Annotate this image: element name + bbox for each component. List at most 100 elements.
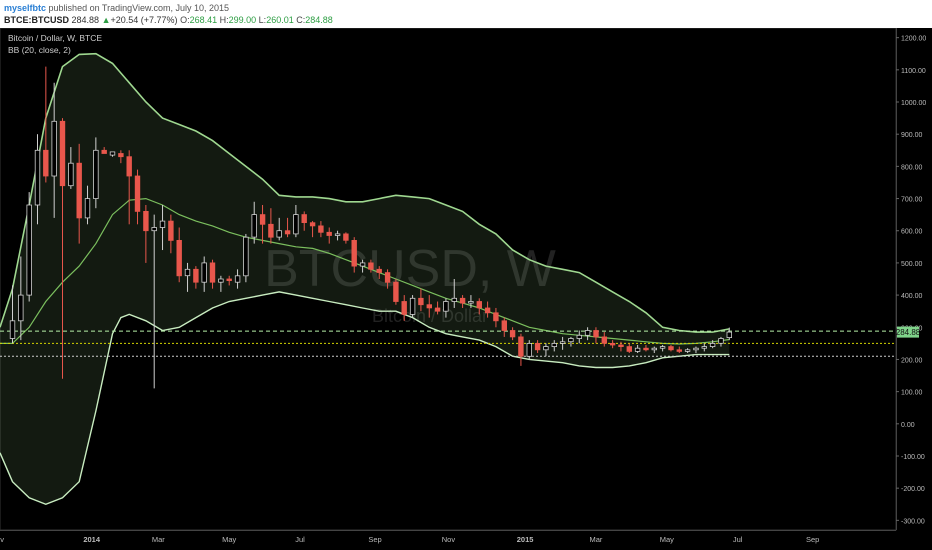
- candle: [601, 332, 607, 347]
- low-label: L:: [258, 15, 267, 25]
- x-tick-label: Nov: [442, 535, 456, 544]
- candle-body: [376, 268, 382, 273]
- bb-upper-line: [0, 52, 730, 333]
- candle: [26, 192, 32, 302]
- symbol-label: BTCE:BTCUSD: [4, 15, 69, 25]
- candle-body: [443, 301, 449, 312]
- candle-body: [384, 272, 391, 283]
- candle-body: [59, 120, 66, 187]
- candle: [543, 343, 549, 357]
- candle-body: [401, 301, 407, 315]
- candle: [551, 340, 557, 352]
- candle: [109, 151, 116, 157]
- y-tick-label: 1200.00: [901, 36, 926, 43]
- candle: [84, 185, 91, 225]
- candle: [643, 344, 649, 352]
- candle: [518, 333, 524, 366]
- candle: [143, 204, 149, 263]
- candle: [368, 259, 374, 273]
- candle-body: [509, 330, 516, 338]
- candle-body: [84, 198, 91, 219]
- candle-body: [451, 297, 457, 302]
- candle: [101, 147, 107, 154]
- plot-area[interactable]: [0, 28, 897, 531]
- candle-body: [184, 268, 191, 277]
- candle: [334, 230, 341, 241]
- candle-body: [268, 223, 274, 238]
- author-link[interactable]: myselfbtc: [4, 3, 47, 13]
- candle: [443, 298, 449, 318]
- candle-body: [426, 304, 432, 309]
- indicator-label: BB (20, close, 2): [8, 45, 71, 55]
- candle-body: [484, 307, 491, 314]
- candle-body: [101, 149, 107, 154]
- candle: [609, 340, 616, 349]
- candle: [151, 214, 157, 389]
- candle-body: [676, 349, 682, 352]
- y-tick-label: -300.00: [901, 518, 925, 525]
- candle: [251, 201, 257, 244]
- candle: [559, 336, 566, 350]
- candle: [426, 295, 432, 318]
- candle: [184, 262, 191, 292]
- candle-body: [543, 346, 549, 351]
- watermark-name: Bitcoin / Dollar: [372, 306, 488, 326]
- candle: [401, 295, 407, 321]
- time-axis[interactable]: ov 2014 Mar May Jul Sep Nov 2015 Mar May Jul Sep: [0, 530, 896, 545]
- x-tick-label: ov: [0, 535, 4, 544]
- candle: [351, 237, 357, 273]
- ohlc-info: BTCE:BTCUSD 284.88 ▲+20.54 (+7.77%) O:26…: [4, 15, 333, 25]
- candle-body: [726, 331, 732, 339]
- candle-body: [418, 297, 424, 306]
- candle: [259, 204, 266, 244]
- candle: [584, 327, 591, 341]
- open-value: 268.41: [189, 15, 218, 25]
- x-tick-label: 2014: [83, 535, 101, 544]
- price-chart[interactable]: BTCUSD, W Bitcoin / Dollar 1200.00 1100.0…: [0, 28, 932, 550]
- change-value: +20.54 (+7.77%): [110, 15, 178, 25]
- candle-body: [68, 162, 74, 187]
- candle: [576, 330, 582, 344]
- candle-body: [634, 347, 641, 352]
- y-tick-label: 500.00: [901, 261, 923, 268]
- candle: [718, 336, 724, 347]
- horizontal-lines: [0, 330, 896, 357]
- y-tick-label: 400.00: [901, 293, 923, 300]
- candle-body: [168, 220, 174, 241]
- x-tick-label: Sep: [368, 535, 381, 544]
- candle: [301, 211, 307, 231]
- candle: [484, 301, 491, 318]
- candle: [568, 336, 574, 347]
- x-tick-label: Jul: [295, 535, 305, 544]
- candle-body: [43, 149, 49, 177]
- x-tick-label: Mar: [152, 535, 165, 544]
- candle-body: [368, 262, 374, 270]
- candle: [693, 346, 699, 354]
- candle-body: [518, 336, 524, 357]
- candle-body: [559, 341, 566, 344]
- candle-body: [259, 214, 266, 225]
- candle-body: [93, 149, 99, 200]
- candle: [651, 346, 657, 354]
- price-axis[interactable]: 1200.00 1100.00 1000.00 900.00 800.00 700.00 6…: [896, 28, 926, 530]
- candle: [134, 169, 141, 225]
- candle: [176, 227, 182, 283]
- candle: [76, 143, 82, 244]
- price-tag-group: 284.88: [896, 326, 921, 338]
- candle: [243, 233, 249, 283]
- y-tick-label: 1100.00: [901, 68, 926, 75]
- candle-body: [359, 262, 366, 267]
- y-tick-label: 1000.00: [901, 100, 926, 107]
- candle-body: [526, 342, 532, 357]
- candle: [268, 208, 274, 244]
- candle: [34, 134, 41, 225]
- candle: [193, 266, 199, 289]
- candle-body: [684, 349, 691, 352]
- candle: [18, 256, 24, 341]
- price-tag-label: 284.88: [896, 328, 921, 337]
- x-tick-label: Jul: [733, 535, 743, 544]
- candle-body: [343, 233, 349, 241]
- candle-body: [18, 294, 24, 322]
- candle-body: [351, 239, 357, 267]
- candle: [709, 340, 716, 349]
